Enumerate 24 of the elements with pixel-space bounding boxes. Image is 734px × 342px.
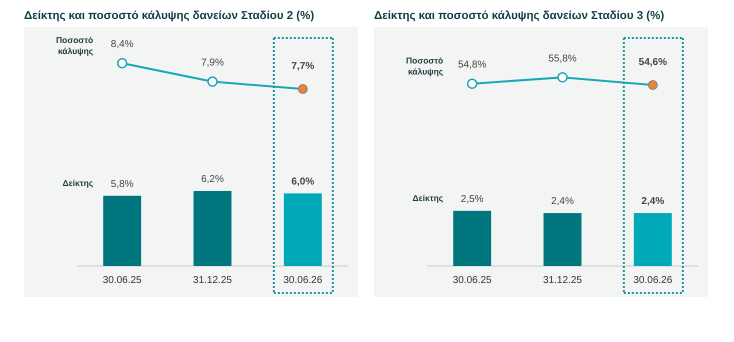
data-label: 54,8%: [458, 60, 486, 71]
data-label: 54,6%: [638, 57, 668, 68]
chart-title: Δείκτης και ποσοστό κάλυψης δανείων Σταδίου 3 (%): [374, 10, 664, 22]
data-label: 6,2%: [201, 174, 224, 185]
x-tick-label: 30.06.26: [633, 275, 673, 286]
x-tick-label: 31.12.25: [193, 275, 232, 286]
data-label: 5,8%: [110, 178, 134, 190]
chart-title: Δείκτης και ποσοστό κάλυψης δανείων Σταδίου 2 (%): [24, 10, 314, 22]
x-tick-label: 30.06.25: [452, 275, 492, 286]
x-tick-label: 30.06.25: [102, 275, 142, 286]
data-label: 2,4%: [641, 196, 664, 208]
data-label: 6,0%: [291, 176, 314, 188]
series-label: Δείκτης: [62, 178, 94, 188]
data-label: 7,7%: [291, 61, 314, 72]
data-label: 55,8%: [548, 53, 577, 64]
x-tick-label: 30.06.26: [283, 275, 323, 286]
series-label: Δείκτης: [412, 192, 444, 203]
data-label: 2,4%: [551, 196, 574, 208]
x-tick-label: 31.12.25: [543, 275, 582, 286]
data-label: 2,5%: [460, 194, 484, 205]
data-label: 8,4%: [110, 39, 134, 50]
text: Ποσοστό κάλυψης: [406, 56, 444, 77]
text: Ποσοστό κάλυψης: [56, 35, 94, 56]
data-label: 7,9%: [201, 58, 224, 69]
